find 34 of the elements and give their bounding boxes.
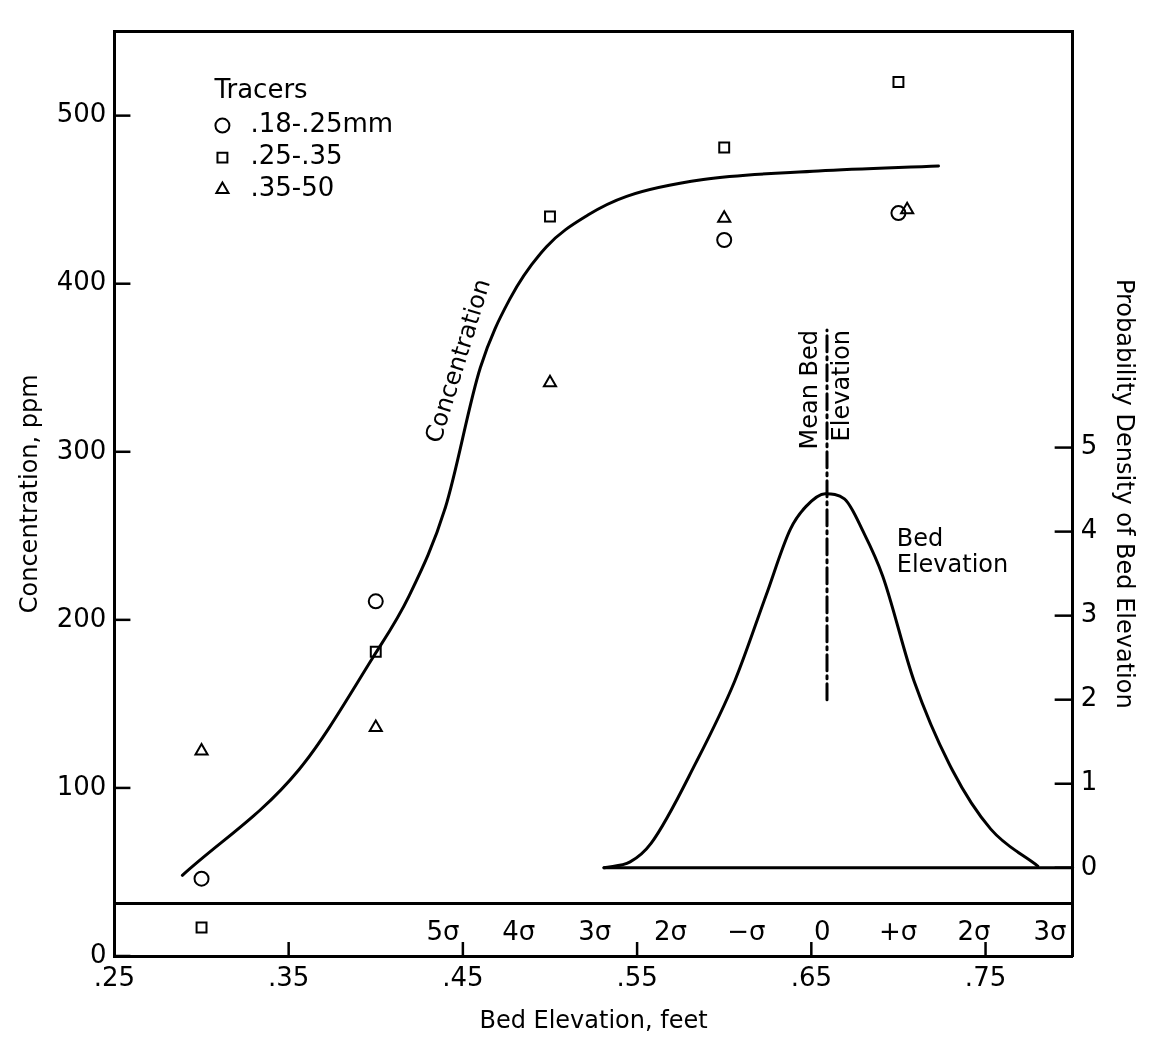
x2-tick-label: −σ (727, 916, 766, 947)
x-tick-label: .75 (964, 962, 1007, 993)
x2-tick-label: 2σ (654, 916, 688, 947)
x2-tick-label: 5σ (426, 916, 460, 947)
y-tick-label: 500 (56, 98, 107, 129)
series-label: Bed Elevation (896, 524, 1009, 579)
x-tick-label: .35 (267, 962, 310, 993)
y2-axis-title: Probability Density of Bed Elevation (1111, 278, 1140, 709)
x-tick-label: .45 (442, 962, 484, 993)
x2-tick-label: +σ (879, 916, 918, 947)
y-tick-label: 300 (56, 434, 107, 465)
x-tick-label: .65 (790, 962, 832, 993)
text: Mean Bed Elevation (795, 329, 856, 450)
y2-tick-label: 0 (1080, 850, 1098, 881)
x2-tick-label: 2σ (957, 916, 991, 947)
y2-tick-label: 1 (1080, 766, 1098, 797)
y2-tick-label: 4 (1080, 514, 1098, 545)
y-tick-label: 400 (56, 266, 107, 297)
y2-tick-label: 2 (1080, 682, 1098, 713)
x-tick-label: .55 (616, 962, 658, 993)
x2-tick-label: 3σ (578, 916, 612, 947)
legend-title: Tracers (213, 74, 308, 105)
y2-tick-label: 3 (1080, 598, 1098, 629)
x2-tick-label: 3σ (1033, 916, 1067, 947)
x-axis-title: Bed Elevation, feet (479, 1005, 708, 1034)
x2-tick-label: 0 (814, 916, 831, 947)
y-axis-title: Concentration, ppm (14, 374, 43, 614)
y-tick-label: 200 (56, 602, 107, 633)
x2-tick-label: 4σ (502, 916, 536, 947)
legend-label: .18-.25mm (250, 108, 394, 139)
y-tick-label: 100 (56, 770, 107, 801)
legend-label: .25-.35 (250, 140, 343, 171)
legend-label: .35-50 (250, 172, 335, 203)
y2-tick-label: 5 (1080, 430, 1098, 461)
